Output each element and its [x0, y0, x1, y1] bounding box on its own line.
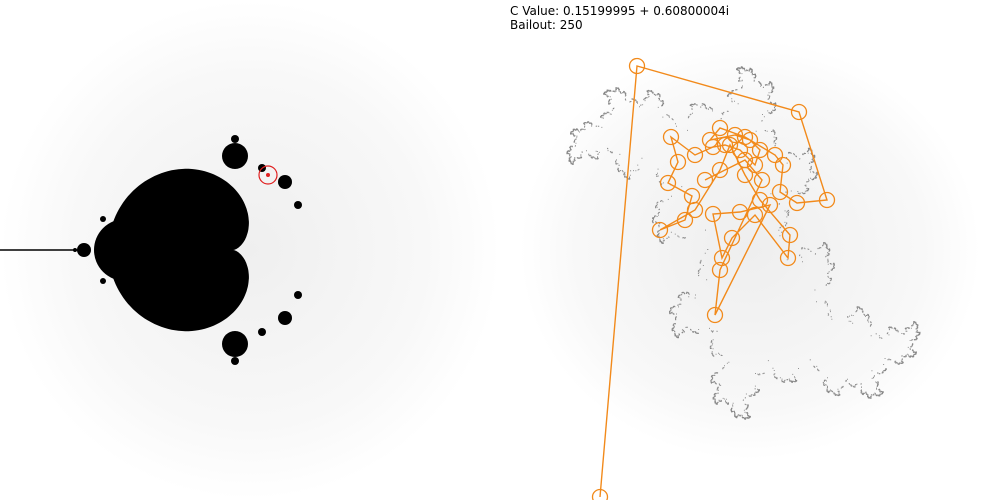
- c-value-label: C Value:: [510, 4, 559, 18]
- mandelbrot-view[interactable]: [0, 0, 500, 500]
- c-value: 0.15199995 + 0.60800004i: [563, 4, 729, 18]
- julia-view[interactable]: [500, 0, 1000, 500]
- info-overlay: C Value: 0.15199995 + 0.60800004i Bailou…: [510, 4, 729, 32]
- bailout-readout: Bailout: 250: [510, 18, 729, 32]
- c-value-readout: C Value: 0.15199995 + 0.60800004i: [510, 4, 729, 18]
- bailout-label: Bailout:: [510, 18, 556, 32]
- bailout-value: 250: [560, 18, 583, 32]
- julia-halo: [520, 40, 980, 460]
